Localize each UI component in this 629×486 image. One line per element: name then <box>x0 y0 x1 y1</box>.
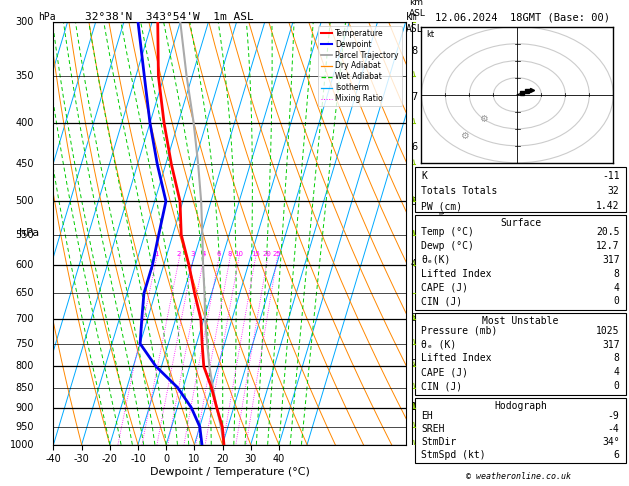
Text: Most Unstable: Most Unstable <box>482 316 559 327</box>
Bar <box>415 167 626 211</box>
Text: θₑ(K): θₑ(K) <box>421 255 451 265</box>
Text: 1: 1 <box>411 402 417 412</box>
Text: ⚙: ⚙ <box>479 114 487 124</box>
Text: 10: 10 <box>234 251 243 257</box>
Text: K: K <box>421 172 427 181</box>
Text: kt: kt <box>426 30 435 39</box>
Text: 4: 4 <box>411 259 417 269</box>
Text: 1: 1 <box>154 251 159 257</box>
Text: 12.7: 12.7 <box>596 241 620 251</box>
Text: 1LCL: 1LCL <box>411 403 431 412</box>
Text: 7: 7 <box>411 92 417 103</box>
Text: Lifted Index: Lifted Index <box>421 269 492 278</box>
Text: θₑ (K): θₑ (K) <box>421 340 457 349</box>
Text: 350: 350 <box>16 71 34 81</box>
Text: Temp (°C): Temp (°C) <box>421 227 474 237</box>
Text: 450: 450 <box>16 159 34 169</box>
Text: 0: 0 <box>614 381 620 391</box>
Text: hPa: hPa <box>19 228 39 238</box>
Text: StmSpd (kt): StmSpd (kt) <box>421 450 486 460</box>
Text: 850: 850 <box>16 382 34 393</box>
Text: 300: 300 <box>16 17 34 27</box>
Text: © weatheronline.co.uk: © weatheronline.co.uk <box>467 472 571 481</box>
Text: -9: -9 <box>608 411 620 420</box>
Text: -4: -4 <box>608 424 620 434</box>
Text: CAPE (J): CAPE (J) <box>421 367 469 378</box>
Text: 3: 3 <box>191 251 196 257</box>
Text: Hodograph: Hodograph <box>494 401 547 411</box>
Text: 317: 317 <box>602 340 620 349</box>
Text: CIN (J): CIN (J) <box>421 381 462 391</box>
Text: EH: EH <box>421 411 433 420</box>
Text: 3: 3 <box>411 313 417 323</box>
Text: 6: 6 <box>614 450 620 460</box>
Text: 750: 750 <box>16 339 34 348</box>
Text: 950: 950 <box>16 422 34 432</box>
Text: 700: 700 <box>16 314 34 325</box>
Text: SREH: SREH <box>421 424 445 434</box>
Text: 25: 25 <box>272 251 281 257</box>
Bar <box>415 313 626 395</box>
Text: 4: 4 <box>614 367 620 378</box>
Text: 1.42: 1.42 <box>596 201 620 211</box>
Text: StmDir: StmDir <box>421 437 457 447</box>
Text: 20.5: 20.5 <box>596 227 620 237</box>
Text: 0: 0 <box>614 296 620 306</box>
Text: hPa: hPa <box>38 12 55 22</box>
Text: 8: 8 <box>228 251 232 257</box>
Text: 6: 6 <box>216 251 221 257</box>
Text: 20: 20 <box>263 251 272 257</box>
Text: 900: 900 <box>16 403 34 413</box>
Text: km
ASL: km ASL <box>406 12 423 34</box>
Text: CAPE (J): CAPE (J) <box>421 282 469 293</box>
Text: 8: 8 <box>411 46 417 56</box>
Text: 32: 32 <box>608 186 620 196</box>
Text: km
ASL: km ASL <box>409 0 426 17</box>
Text: 2: 2 <box>411 359 417 369</box>
Text: Totals Totals: Totals Totals <box>421 186 498 196</box>
Text: 34°: 34° <box>602 437 620 447</box>
Text: 800: 800 <box>16 361 34 371</box>
Text: 6: 6 <box>411 142 417 153</box>
Text: 4: 4 <box>614 282 620 293</box>
Text: -11: -11 <box>602 172 620 181</box>
Text: 400: 400 <box>16 118 34 128</box>
Text: Dewp (°C): Dewp (°C) <box>421 241 474 251</box>
Text: ⚙: ⚙ <box>460 131 469 141</box>
Text: 8: 8 <box>614 353 620 364</box>
Text: Mixing Ratio (g/kg): Mixing Ratio (g/kg) <box>437 191 445 276</box>
Text: 500: 500 <box>16 196 34 206</box>
Text: 650: 650 <box>16 288 34 298</box>
Text: 5: 5 <box>411 197 417 207</box>
Text: 8: 8 <box>614 269 620 278</box>
Legend: Temperature, Dewpoint, Parcel Trajectory, Dry Adiabat, Wet Adiabat, Isotherm, Mi: Temperature, Dewpoint, Parcel Trajectory… <box>318 26 402 106</box>
Text: Surface: Surface <box>500 218 541 228</box>
Bar <box>415 215 626 310</box>
Text: Lifted Index: Lifted Index <box>421 353 492 364</box>
Text: 12.06.2024  18GMT (Base: 00): 12.06.2024 18GMT (Base: 00) <box>435 12 610 22</box>
Text: 2: 2 <box>177 251 181 257</box>
Text: PW (cm): PW (cm) <box>421 201 462 211</box>
Text: 1000: 1000 <box>9 440 34 450</box>
Text: 4: 4 <box>201 251 206 257</box>
Text: 317: 317 <box>602 255 620 265</box>
Text: 32°38'N  343°54'W  1m ASL: 32°38'N 343°54'W 1m ASL <box>86 12 254 22</box>
Text: 15: 15 <box>251 251 260 257</box>
X-axis label: Dewpoint / Temperature (°C): Dewpoint / Temperature (°C) <box>150 467 309 477</box>
Text: 550: 550 <box>16 230 34 240</box>
Text: Pressure (mb): Pressure (mb) <box>421 326 498 336</box>
Text: 1025: 1025 <box>596 326 620 336</box>
Bar <box>415 398 626 463</box>
Text: CIN (J): CIN (J) <box>421 296 462 306</box>
Text: 600: 600 <box>16 260 34 270</box>
